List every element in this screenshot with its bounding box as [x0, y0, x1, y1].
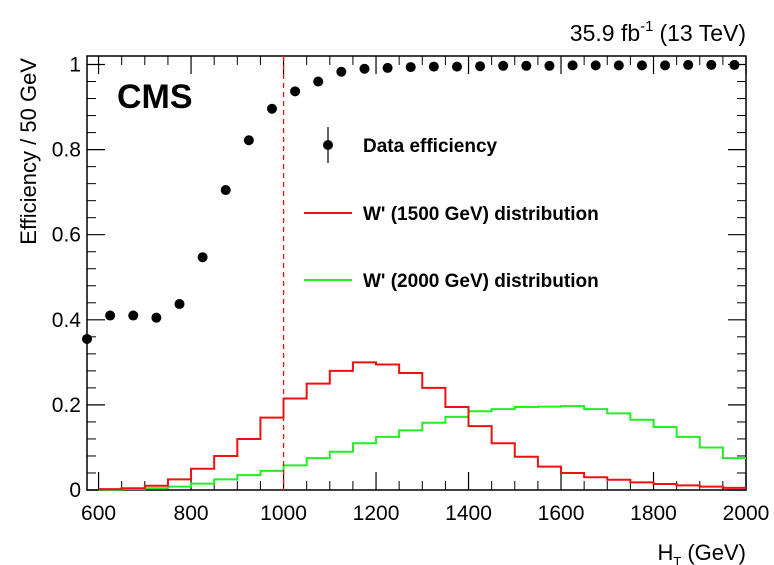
data-point — [220, 185, 231, 196]
data-point — [313, 76, 324, 87]
data-point — [544, 60, 555, 71]
x-axis-title-unit: (GeV) — [687, 540, 746, 565]
x-axis-title: HT (GeV) — [657, 540, 746, 565]
x-axis-title-sub: T — [673, 554, 681, 565]
x-tick-label: 1600 — [538, 502, 585, 525]
data-point — [683, 59, 694, 70]
x-axis-title-main: H — [657, 540, 673, 565]
data-point — [336, 66, 347, 77]
data-point — [290, 86, 301, 97]
x-tick-label: 1800 — [630, 502, 677, 525]
data-point — [521, 60, 532, 71]
cms-label: CMS — [117, 78, 193, 116]
x-tick-label: 1200 — [353, 502, 400, 525]
w2000-histogram-line — [98, 405, 746, 491]
y-tick-label: 0.4 — [52, 309, 82, 332]
x-tick-label: 1000 — [260, 502, 307, 525]
legend-w1500-label: W' (1500 GeV) distribution — [363, 204, 599, 225]
x-tick-label: 800 — [174, 502, 209, 525]
energy-label: (13 TeV) — [659, 20, 746, 46]
y-tick-label: 0.8 — [52, 139, 81, 162]
data-point — [382, 62, 393, 73]
data-point — [498, 60, 509, 71]
data-point — [266, 103, 277, 114]
x-tick-label: 2000 — [723, 502, 770, 525]
w2000-histogram — [98, 405, 746, 491]
w1500-histogram-line — [98, 361, 746, 491]
legend: Data efficiency W' (1500 GeV) distributio… — [304, 127, 599, 292]
y-tick-label: 0 — [69, 479, 81, 502]
data-point — [128, 310, 139, 321]
w1500-histogram — [98, 361, 746, 491]
data-point — [243, 135, 254, 146]
data-point — [151, 312, 162, 323]
plot-frame — [86, 55, 747, 491]
data-point — [428, 61, 439, 72]
y-axis-title: Efficiency / 50 GeV — [16, 58, 41, 245]
y-tick-label: 1 — [69, 54, 81, 77]
lumi-value: 35.9 fb — [570, 20, 640, 46]
axis-tick-labels: 600 800 1000 1200 1400 1600 1800 2000 0 0.2 0.4 0.6… — [52, 54, 770, 525]
y-tick-label: 0.6 — [52, 224, 81, 247]
data-point — [197, 252, 208, 263]
x-tick-label: 1400 — [445, 502, 492, 525]
legend-w2000-label: W' (2000 GeV) distribution — [363, 271, 599, 292]
plot-frame-group — [86, 55, 747, 491]
legend-data-marker — [323, 140, 333, 150]
lumi-label: 35.9 fb-1 (13 TeV) — [570, 18, 746, 46]
lumi-exponent: -1 — [640, 18, 653, 35]
data-points — [82, 59, 740, 345]
data-point — [590, 60, 601, 71]
y-tick-label: 0.2 — [52, 394, 81, 417]
data-point — [706, 59, 717, 70]
data-point — [567, 60, 578, 71]
data-point — [105, 310, 116, 321]
data-point — [174, 299, 185, 310]
data-point — [613, 60, 624, 71]
data-point — [82, 333, 92, 344]
data-point — [660, 60, 671, 71]
data-point — [729, 59, 740, 70]
data-point — [475, 61, 486, 72]
data-point — [451, 61, 462, 72]
data-point — [636, 60, 647, 71]
data-point — [359, 63, 370, 74]
legend-data-label: Data efficiency — [363, 136, 498, 157]
data-point — [405, 62, 416, 73]
x-tick-label: 600 — [81, 502, 116, 525]
